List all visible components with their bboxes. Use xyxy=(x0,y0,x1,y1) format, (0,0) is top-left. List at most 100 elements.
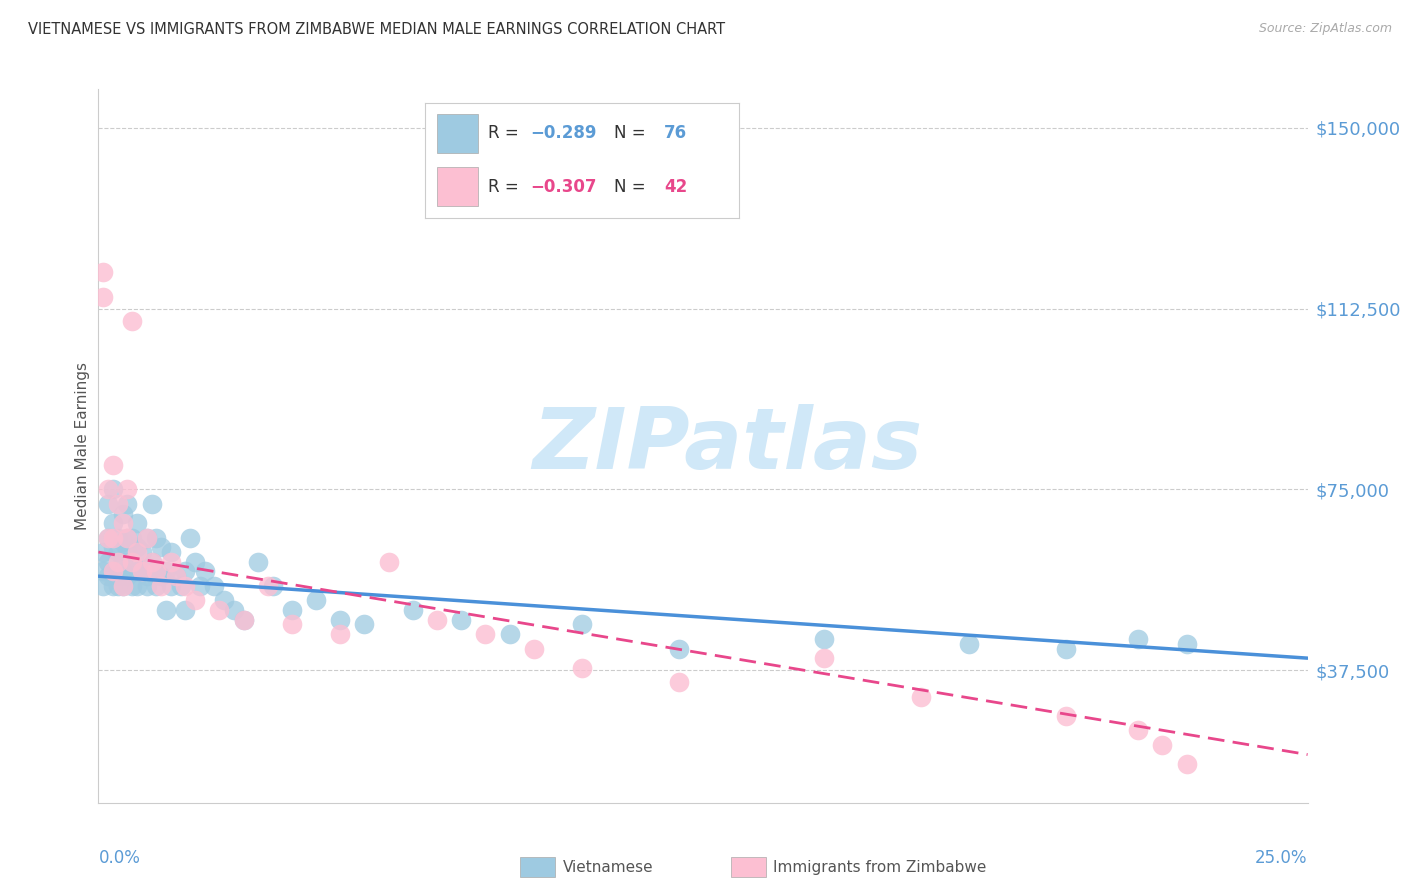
Point xyxy=(127,516,149,530)
Point xyxy=(97,531,120,545)
Point xyxy=(160,555,183,569)
Point xyxy=(353,617,375,632)
Point xyxy=(135,531,157,545)
Text: 0.0%: 0.0% xyxy=(98,849,141,867)
Point xyxy=(131,565,153,579)
Point xyxy=(402,603,425,617)
Text: Vietnamese: Vietnamese xyxy=(562,860,652,874)
Point xyxy=(150,569,173,583)
Point xyxy=(101,458,124,473)
Text: 76: 76 xyxy=(664,124,688,142)
Point xyxy=(111,535,134,549)
Point xyxy=(212,593,235,607)
Text: R =: R = xyxy=(488,124,524,142)
Point xyxy=(117,531,139,545)
Point xyxy=(117,545,139,559)
Text: −0.307: −0.307 xyxy=(530,178,596,196)
Text: 25.0%: 25.0% xyxy=(1256,849,1308,867)
Point xyxy=(107,579,129,593)
Point xyxy=(101,565,124,579)
Point xyxy=(222,603,245,617)
Point xyxy=(101,565,124,579)
Point xyxy=(91,289,114,303)
Point xyxy=(179,531,201,545)
Point xyxy=(184,593,207,607)
Point xyxy=(571,617,593,632)
Point xyxy=(155,565,177,579)
Point xyxy=(1054,641,1077,656)
Point xyxy=(135,579,157,593)
Point xyxy=(121,555,143,569)
Text: N =: N = xyxy=(613,124,651,142)
Point xyxy=(101,516,124,530)
Point xyxy=(91,265,114,279)
Point xyxy=(571,661,593,675)
Point xyxy=(281,617,304,632)
Point xyxy=(141,555,163,569)
Text: 42: 42 xyxy=(664,178,688,196)
Point xyxy=(1152,738,1174,752)
Point xyxy=(111,555,134,569)
Point xyxy=(101,483,124,497)
Point xyxy=(329,627,352,641)
Point xyxy=(145,579,167,593)
Point xyxy=(141,497,163,511)
Point xyxy=(111,579,134,593)
Point xyxy=(957,637,980,651)
Point xyxy=(1128,723,1150,738)
Point xyxy=(160,579,183,593)
Point xyxy=(247,555,270,569)
Point xyxy=(145,565,167,579)
Point xyxy=(204,579,226,593)
Point xyxy=(262,579,284,593)
Point xyxy=(117,497,139,511)
Point xyxy=(145,531,167,545)
Point xyxy=(121,313,143,327)
Point xyxy=(174,565,197,579)
Point xyxy=(107,545,129,559)
Text: ZIPatlas: ZIPatlas xyxy=(531,404,922,488)
Point xyxy=(256,579,278,593)
Point xyxy=(194,565,217,579)
Point xyxy=(174,579,197,593)
Point xyxy=(121,579,143,593)
Point xyxy=(127,579,149,593)
Bar xyxy=(437,168,478,206)
Point xyxy=(523,641,546,656)
Point xyxy=(97,483,120,497)
Point xyxy=(135,531,157,545)
Point xyxy=(127,565,149,579)
Point xyxy=(1128,632,1150,646)
Point xyxy=(97,531,120,545)
Point xyxy=(910,690,932,704)
Point xyxy=(174,603,197,617)
Point xyxy=(232,613,254,627)
Text: VIETNAMESE VS IMMIGRANTS FROM ZIMBABWE MEDIAN MALE EARNINGS CORRELATION CHART: VIETNAMESE VS IMMIGRANTS FROM ZIMBABWE M… xyxy=(28,22,725,37)
Point xyxy=(97,555,120,569)
Point xyxy=(135,569,157,583)
Point xyxy=(377,555,399,569)
Point xyxy=(150,579,173,593)
Point xyxy=(121,531,143,545)
Point xyxy=(155,603,177,617)
Point xyxy=(305,593,328,607)
Y-axis label: Median Male Earnings: Median Male Earnings xyxy=(75,362,90,530)
Point xyxy=(107,569,129,583)
Text: N =: N = xyxy=(613,178,651,196)
Point xyxy=(117,483,139,497)
Point xyxy=(150,541,173,555)
Point xyxy=(91,565,114,579)
Point xyxy=(426,613,449,627)
Point xyxy=(117,531,139,545)
Point xyxy=(131,565,153,579)
Point xyxy=(91,579,114,593)
Point xyxy=(329,613,352,627)
Point xyxy=(131,545,153,559)
Point xyxy=(1054,709,1077,723)
Point xyxy=(450,613,472,627)
Point xyxy=(111,579,134,593)
Point xyxy=(184,555,207,569)
Point xyxy=(668,641,690,656)
Point xyxy=(117,569,139,583)
Point xyxy=(165,569,187,583)
